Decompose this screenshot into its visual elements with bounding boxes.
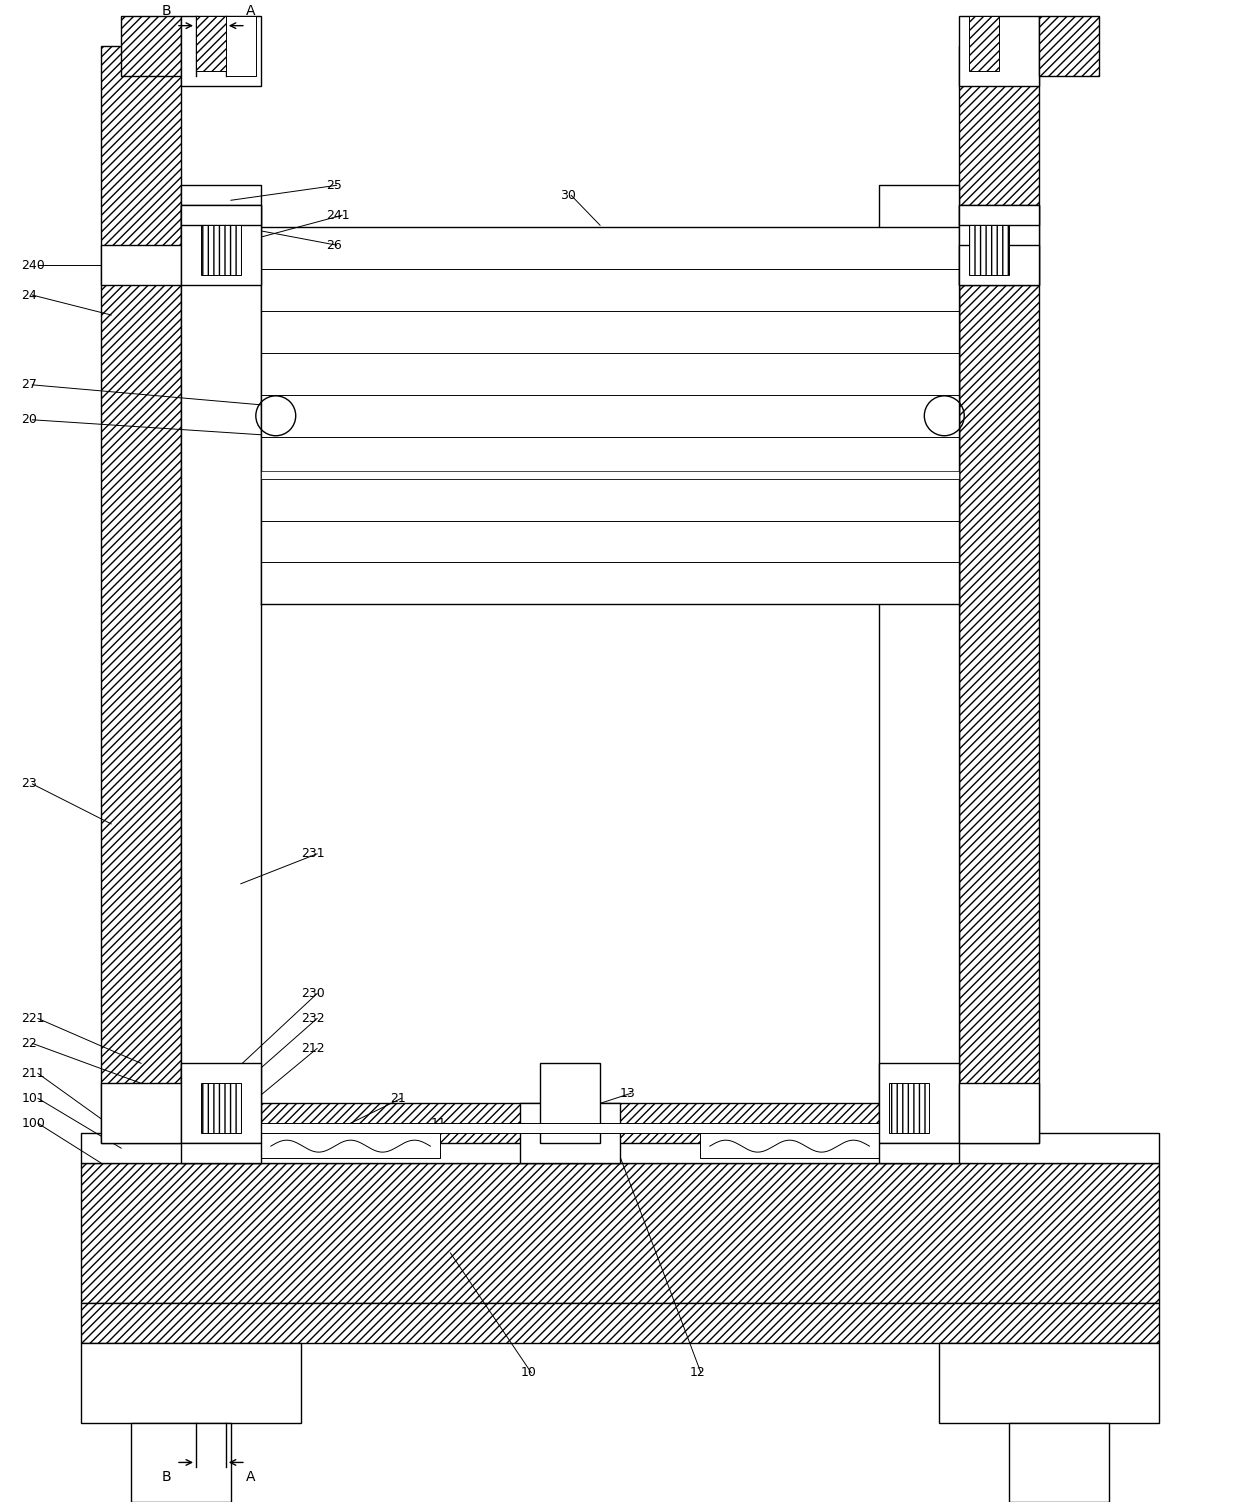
- Bar: [879, 185, 960, 1143]
- Text: 26: 26: [326, 239, 341, 251]
- Bar: [81, 1163, 1159, 1302]
- Bar: [81, 1343, 301, 1423]
- Bar: [541, 1063, 600, 1143]
- Bar: [260, 227, 960, 269]
- Bar: [181, 185, 260, 1143]
- Bar: [970, 15, 999, 71]
- Bar: [260, 520, 960, 562]
- Text: 12: 12: [689, 1366, 706, 1379]
- Bar: [122, 15, 181, 75]
- Bar: [960, 205, 1039, 286]
- Text: 232: 232: [301, 1012, 325, 1024]
- Bar: [960, 45, 1039, 1143]
- Bar: [81, 1133, 1159, 1163]
- Bar: [970, 226, 1009, 275]
- Text: 100: 100: [21, 1116, 45, 1130]
- Bar: [960, 1083, 1039, 1143]
- Bar: [102, 1083, 181, 1143]
- Bar: [181, 205, 260, 286]
- Text: A: A: [246, 3, 255, 18]
- Bar: [181, 205, 260, 226]
- Bar: [260, 269, 960, 311]
- Text: A: A: [246, 1471, 255, 1484]
- Text: 24: 24: [21, 289, 37, 302]
- Bar: [131, 1423, 231, 1502]
- Text: 20: 20: [21, 414, 37, 426]
- Bar: [1009, 1423, 1109, 1502]
- Bar: [260, 478, 960, 520]
- Bar: [260, 1123, 879, 1133]
- Bar: [81, 1302, 1159, 1343]
- Bar: [260, 396, 960, 436]
- Bar: [102, 45, 181, 1143]
- Bar: [879, 1063, 960, 1143]
- Text: 211: 211: [21, 1066, 45, 1080]
- Bar: [1039, 15, 1099, 75]
- Bar: [102, 245, 181, 286]
- Text: 240: 240: [21, 259, 45, 272]
- Text: 23: 23: [21, 778, 37, 791]
- Bar: [226, 15, 255, 75]
- Text: 27: 27: [21, 379, 37, 391]
- Text: 101: 101: [21, 1092, 45, 1105]
- Bar: [260, 562, 960, 605]
- Text: 221: 221: [21, 1012, 45, 1024]
- Bar: [960, 245, 1039, 286]
- Bar: [260, 1133, 440, 1158]
- Bar: [196, 15, 226, 71]
- Text: 13: 13: [620, 1087, 636, 1099]
- Text: 10: 10: [521, 1366, 536, 1379]
- Bar: [879, 1143, 960, 1163]
- Text: 212: 212: [301, 1042, 325, 1054]
- Bar: [181, 1143, 260, 1163]
- Bar: [260, 353, 960, 396]
- Bar: [260, 436, 960, 478]
- Bar: [201, 1083, 241, 1133]
- Bar: [960, 205, 1039, 226]
- Text: 30: 30: [560, 190, 577, 202]
- Bar: [201, 226, 241, 275]
- Bar: [521, 1104, 620, 1163]
- Text: 241: 241: [326, 209, 350, 221]
- Text: 22: 22: [21, 1036, 37, 1050]
- Bar: [699, 1133, 879, 1158]
- Text: 231: 231: [301, 847, 325, 860]
- Bar: [260, 311, 960, 353]
- Text: 11: 11: [430, 1116, 446, 1130]
- Text: B: B: [161, 1471, 171, 1484]
- Text: B: B: [161, 3, 171, 18]
- Bar: [889, 1083, 929, 1133]
- Bar: [939, 1343, 1159, 1423]
- Bar: [181, 15, 260, 86]
- Bar: [260, 1104, 879, 1143]
- Bar: [960, 15, 1039, 86]
- Bar: [260, 471, 960, 478]
- Text: 230: 230: [301, 987, 325, 1000]
- Text: 25: 25: [326, 179, 341, 193]
- Bar: [181, 1063, 260, 1143]
- Text: 21: 21: [391, 1092, 407, 1105]
